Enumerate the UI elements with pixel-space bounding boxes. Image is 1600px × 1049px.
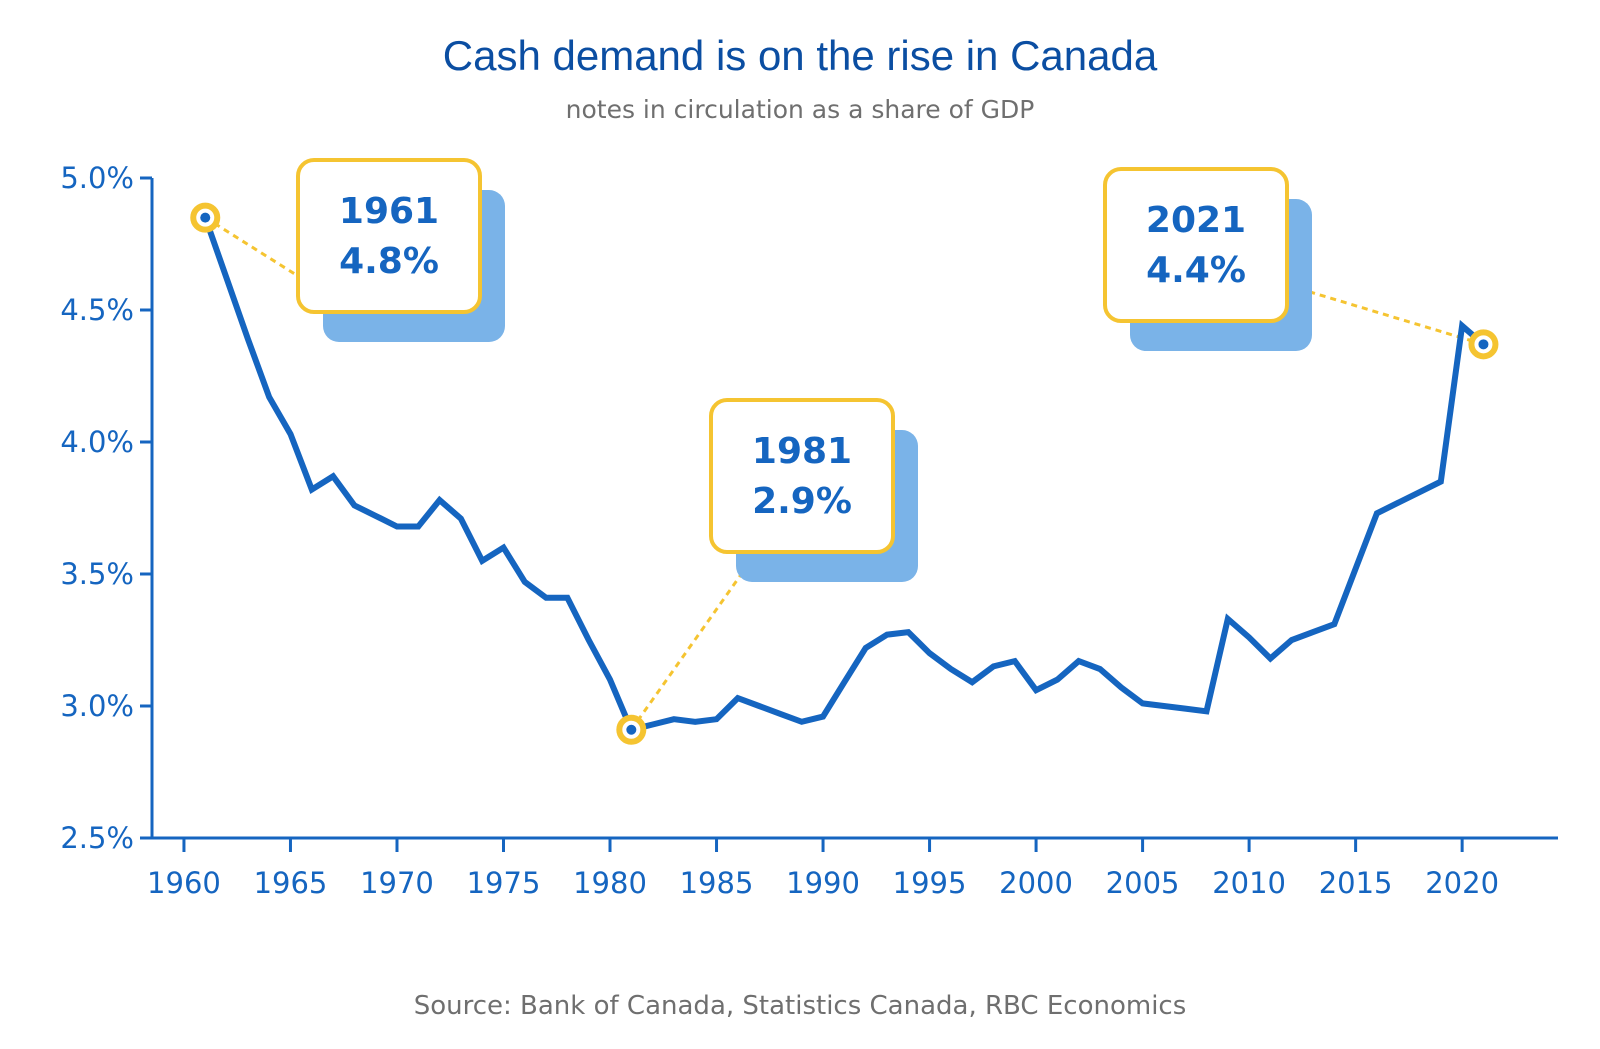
callout-box [296, 158, 482, 314]
callout-connectors [204, 216, 1484, 731]
x-tick-label: 1965 [254, 866, 328, 900]
x-tick-label: 1975 [467, 866, 541, 900]
y-tick-label: 3.0% [60, 689, 134, 723]
series-line [202, 216, 1486, 734]
callout-year: 2021 [1146, 200, 1246, 241]
source-note: Source: Bank of Canada, Statistics Canad… [414, 991, 1187, 1021]
x-tick-label: 2005 [1106, 866, 1180, 900]
y-tick-label: 3.5% [60, 557, 134, 591]
y-tick-label: 4.5% [60, 293, 134, 327]
x-tick-label: 1980 [573, 866, 647, 900]
callout-connector [1286, 283, 1484, 346]
callout-connector [630, 551, 759, 731]
x-tick-label: 1995 [893, 866, 967, 900]
x-tick-label: 2020 [1425, 866, 1499, 900]
callout-box [1103, 167, 1289, 323]
x-tick-label: 1985 [680, 866, 754, 900]
callouts: 1961 4.8% 1981 2.9% 2021 4.4% [296, 158, 1312, 582]
callout-value: 2.9% [752, 481, 852, 522]
highlight-marker-dot [1478, 339, 1489, 350]
highlight-marker-dot [200, 212, 211, 223]
x-tick-label: 1970 [360, 866, 434, 900]
y-tick-group: 2.5% 3.0% 3.5% 4.0% 4.5% 5.0% [60, 161, 152, 855]
x-tick-label: 2010 [1212, 866, 1286, 900]
x-tick-group: 1960 1965 1970 1975 1980 1985 1990 1995 2000 2005… [147, 838, 1499, 900]
chart-title: Cash demand is on the rise in Canada [443, 32, 1158, 79]
callout-box [709, 398, 895, 554]
y-tick-label: 5.0% [60, 161, 134, 195]
highlight-markers [190, 202, 1499, 745]
callout-year: 1961 [339, 191, 439, 232]
x-tick-label: 2015 [1319, 866, 1393, 900]
highlight-marker-dot [626, 724, 637, 735]
y-tick-label: 2.5% [60, 821, 134, 855]
callout-value: 4.4% [1146, 250, 1246, 291]
x-tick-label: 1960 [147, 866, 221, 900]
axes [150, 178, 1558, 840]
callout-connector [204, 216, 299, 278]
x-tick-label: 2000 [999, 866, 1073, 900]
x-tick-label: 1990 [786, 866, 860, 900]
callout-value: 4.8% [339, 241, 439, 282]
callout-year: 1981 [752, 431, 852, 472]
y-tick-label: 4.0% [60, 425, 134, 459]
chart-subtitle: notes in circulation as a share of GDP [566, 95, 1035, 124]
